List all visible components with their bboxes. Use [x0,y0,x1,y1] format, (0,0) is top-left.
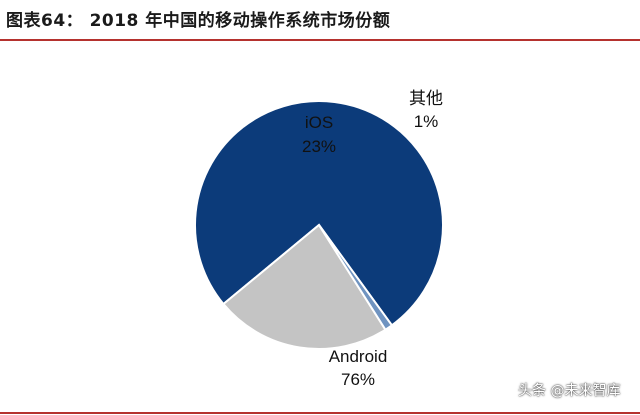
slice-label-other-name: 其他 [409,89,443,108]
slice-label-other-value: 1% [414,112,439,131]
pie-slice-ios [222,223,387,350]
slice-label-android-name: Android [329,347,388,366]
pie-slice-android [194,100,444,327]
slice-label-ios-name: iOS [305,113,333,132]
pie-slice-other [318,224,394,332]
title-divider [0,39,640,41]
figure-title: 图表64： 2018 年中国的移动操作系统市场份额 [6,11,391,31]
slice-label-ios-value: 23% [302,137,336,156]
pie-slices [194,100,444,350]
watermark-text: 头条 @未来智库 [518,383,621,399]
slice-label-android-value: 76% [341,370,375,389]
bottom-divider [0,412,640,414]
